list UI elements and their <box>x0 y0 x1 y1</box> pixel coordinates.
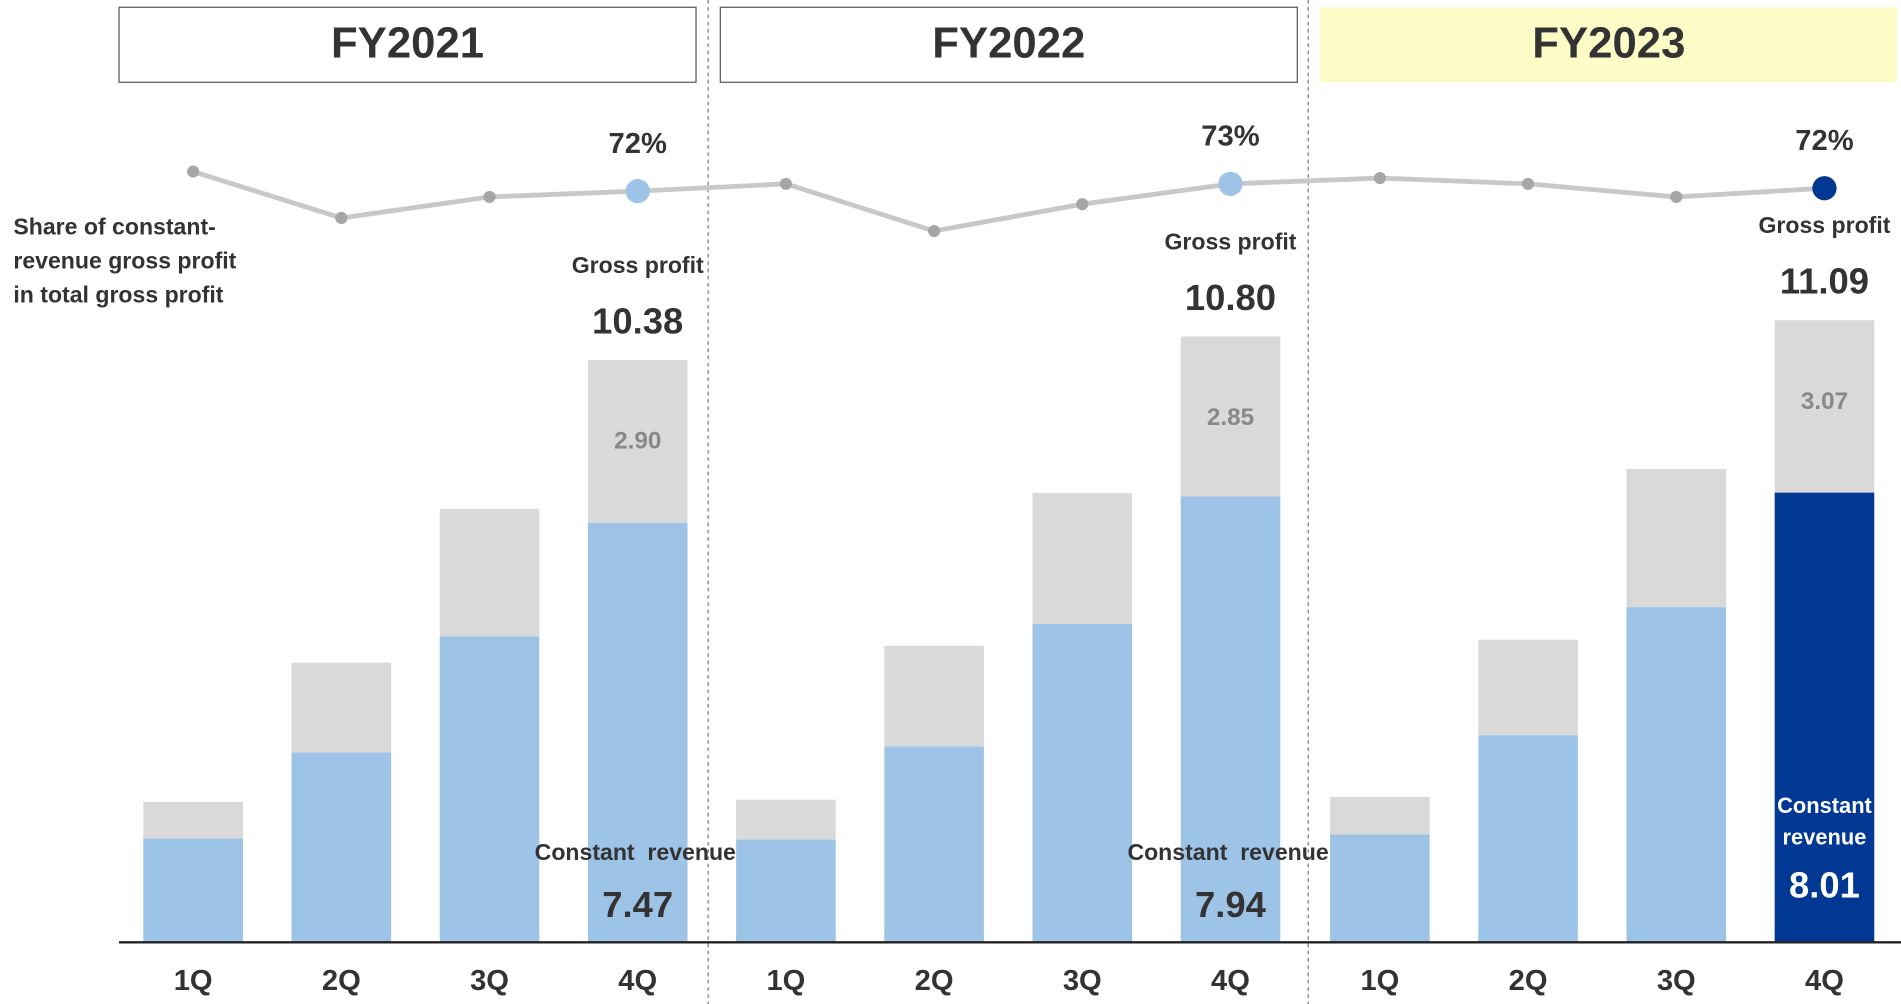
share-marker <box>1670 190 1683 203</box>
bar-segment <box>1032 493 1133 624</box>
line-legend: revenue gross profit <box>13 248 236 274</box>
bar-segment <box>1774 320 1875 493</box>
total-caption: Gross profit <box>1164 228 1296 254</box>
share-marker <box>335 211 348 225</box>
bar-segment <box>1180 496 1281 943</box>
group-label: FY2021 <box>331 20 484 68</box>
series-caption: Constant revenue <box>1127 839 1328 865</box>
constant-value: 8.01 <box>1789 865 1860 906</box>
constant-value: 7.94 <box>1195 884 1267 925</box>
total-caption: Gross profit <box>1758 212 1890 238</box>
share-marker <box>1812 176 1837 201</box>
bar-segment <box>1774 492 1875 943</box>
x-tick-label: 2Q <box>1509 965 1548 997</box>
share-marker <box>187 165 200 178</box>
bar-segment <box>884 645 984 747</box>
x-tick-label: 3Q <box>470 965 509 997</box>
share-marker <box>779 177 792 190</box>
x-tick-label: 3Q <box>1657 965 1696 997</box>
bar-segment <box>291 752 392 943</box>
total-caption: Gross profit <box>572 252 704 278</box>
x-tick-label: 3Q <box>1063 965 1102 997</box>
line-legend: in total gross profit <box>13 281 223 307</box>
segment-label: 2.90 <box>614 428 661 455</box>
bar-segment <box>1180 336 1281 497</box>
share-marker <box>1522 177 1535 190</box>
bar-segment <box>884 746 984 943</box>
total-label: 11.09 <box>1780 261 1869 302</box>
bar-segment <box>1478 735 1578 943</box>
segment-label: 3.07 <box>1801 388 1848 415</box>
group-box <box>118 6 697 83</box>
bar-segment <box>1032 623 1133 943</box>
total-label: 10.38 <box>592 300 683 341</box>
bar-segment <box>736 839 836 943</box>
bar-segment <box>143 801 243 839</box>
x-tick-label: 4Q <box>618 965 657 997</box>
bar-segment <box>439 636 540 943</box>
x-tick-label: 4Q <box>1211 965 1250 997</box>
share-label: 72% <box>609 128 667 160</box>
bar-segment <box>587 522 688 943</box>
group-label: FY2022 <box>932 20 1085 68</box>
x-tick-label: 1Q <box>766 965 805 997</box>
x-tick-label: 4Q <box>1805 965 1844 997</box>
share-marker <box>1373 172 1386 185</box>
bar-segment <box>291 662 392 753</box>
bar-segment <box>1330 796 1430 835</box>
series-caption: Constant revenue <box>535 839 736 865</box>
total-label: 10.80 <box>1185 277 1276 318</box>
bar-segment <box>1626 607 1727 943</box>
x-tick-label: 1Q <box>174 965 213 997</box>
share-line <box>192 169 1825 234</box>
bar-segment <box>736 799 836 840</box>
group-label: FY2023 <box>1532 20 1685 68</box>
line-legend: Share of constant- <box>13 214 215 240</box>
share-marker <box>928 224 941 238</box>
share-label: 72% <box>1795 125 1853 157</box>
share-marker <box>1076 198 1089 211</box>
x-tick-label: 1Q <box>1360 965 1399 997</box>
share-label: 73% <box>1201 121 1259 153</box>
group-box <box>1320 7 1898 83</box>
x-tick-label: 2Q <box>322 965 361 997</box>
bar-segment <box>1330 834 1430 943</box>
bar-segment <box>1626 468 1727 608</box>
bar-segment <box>439 508 540 637</box>
x-tick-label: 2Q <box>915 965 954 997</box>
bar-segment <box>587 360 688 523</box>
bar-segment <box>1478 639 1578 736</box>
series-caption-box: Constant revenue <box>1777 793 1872 850</box>
segment-label: 2.85 <box>1207 404 1254 431</box>
share-marker <box>1218 171 1243 196</box>
constant-value: 7.47 <box>602 884 673 925</box>
share-marker <box>625 179 650 204</box>
bar-segment <box>143 838 243 943</box>
group-box <box>719 6 1298 83</box>
share-marker <box>483 190 496 203</box>
series-caption: Constant revenue <box>1777 793 1872 850</box>
